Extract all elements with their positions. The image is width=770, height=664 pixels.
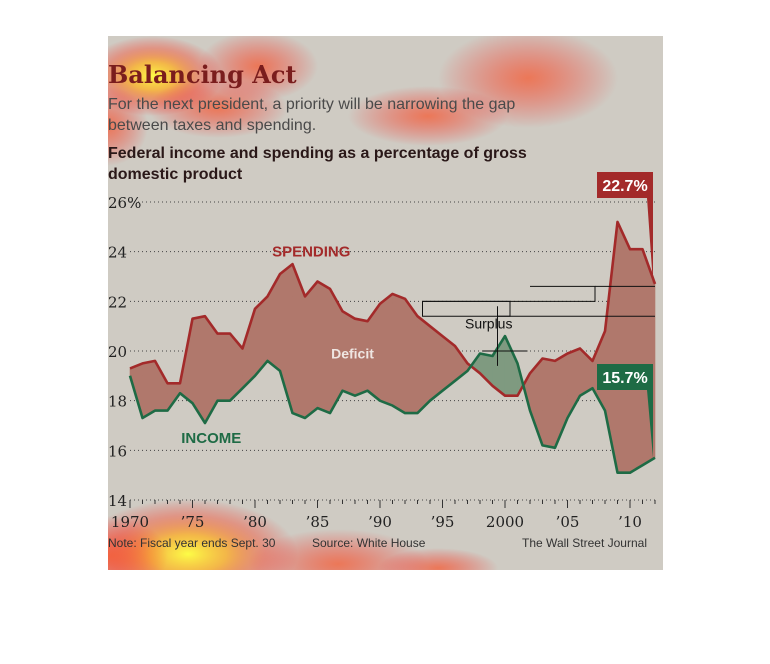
deficit-area bbox=[317, 280, 331, 414]
deficit-area bbox=[379, 293, 393, 407]
y-tick-label: 22 bbox=[108, 293, 127, 311]
x-tick-label: 2000 bbox=[486, 513, 524, 531]
line-area-chart: 14 16 18 20 22 24 26% 1970 ’75 ’80 ’85 ’90 ’95 2000 ’0… bbox=[108, 172, 657, 531]
deficit-area bbox=[629, 248, 643, 474]
annotation-income: INCOME bbox=[181, 430, 241, 447]
x-tick-label: ’80 bbox=[243, 513, 267, 531]
deficit-area bbox=[417, 315, 431, 414]
deficit-area bbox=[217, 333, 231, 402]
annotation-spending: SPENDING bbox=[272, 244, 350, 261]
income-end-label-box bbox=[597, 364, 653, 458]
y-tick-label: 14 bbox=[108, 492, 127, 510]
chart-title: Balancing Act bbox=[108, 60, 297, 89]
annotation-deficit: Deficit bbox=[331, 345, 374, 361]
chart-panel: Balancing Act For the next president, a … bbox=[108, 36, 663, 570]
deficit-area bbox=[292, 263, 306, 419]
y-tick-label: 18 bbox=[108, 393, 127, 411]
heatmap-overlay bbox=[108, 36, 618, 570]
x-tick-label: ’75 bbox=[181, 513, 205, 531]
x-tick-label: ’05 bbox=[556, 513, 580, 531]
deficit-area bbox=[267, 272, 281, 372]
deficit-area bbox=[404, 297, 418, 414]
footer-source: Source: White House bbox=[312, 536, 426, 550]
surplus-bracket bbox=[422, 285, 596, 302]
surplus-area bbox=[504, 335, 518, 397]
spending-end-label-box bbox=[597, 172, 653, 284]
footer-note: Note: Fiscal year ends Sept. 30 bbox=[108, 536, 276, 550]
footer-credit: The Wall Street Journal bbox=[522, 536, 647, 550]
y-tick-label: 24 bbox=[108, 244, 127, 262]
chart-description: Federal income and spending as a percent… bbox=[108, 145, 527, 183]
x-tick-label: 1970 bbox=[111, 513, 149, 531]
x-tick-label: ’85 bbox=[306, 513, 330, 531]
spending-line bbox=[129, 220, 657, 397]
deficit-area bbox=[429, 325, 443, 402]
chart-subtitle: For the next president, a priority will … bbox=[108, 96, 516, 134]
x-tick-label: ’10 bbox=[618, 513, 642, 531]
y-tick-label: 20 bbox=[108, 343, 127, 361]
deficit-area bbox=[617, 221, 631, 474]
income-end-label: 15.7% bbox=[602, 370, 647, 387]
x-tick-label: ’95 bbox=[431, 513, 455, 531]
deficit-area bbox=[142, 360, 156, 419]
y-tick-label: 16 bbox=[108, 442, 127, 460]
income-line bbox=[128, 334, 656, 474]
deficit-area bbox=[304, 280, 318, 419]
deficit-area bbox=[154, 359, 168, 411]
y-tick-label: 26% bbox=[108, 194, 141, 212]
deficit-area bbox=[542, 358, 556, 449]
surplus-bracket bbox=[422, 300, 511, 317]
x-tick-label: ’90 bbox=[368, 513, 392, 531]
deficit-area bbox=[392, 293, 406, 414]
annotation-surplus: Surplus bbox=[465, 316, 512, 332]
spending-end-label: 22.7% bbox=[602, 178, 647, 195]
